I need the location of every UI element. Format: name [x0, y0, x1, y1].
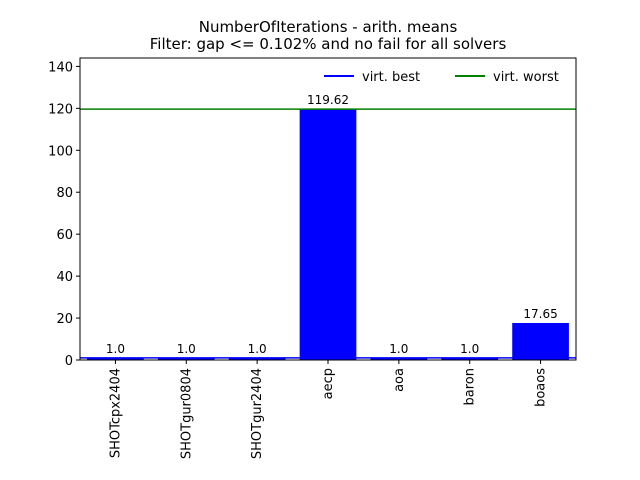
x-tick-label: boaos: [534, 368, 549, 407]
y-tick-label: 80: [56, 186, 73, 201]
data-label: 1.0: [460, 342, 479, 356]
data-label: 1.0: [106, 342, 125, 356]
data-label: 1.0: [389, 342, 408, 356]
y-tick-label: 140: [48, 60, 73, 75]
bar-SHOTcpx2404: [87, 357, 144, 360]
bar-boaos: [512, 322, 569, 360]
y-tick-label: 100: [48, 144, 73, 159]
y-tick-label: 20: [56, 312, 73, 327]
bar-SHOTgur0804: [157, 357, 215, 360]
x-tick-label: baron: [463, 368, 478, 405]
y-tick-label: 40: [56, 270, 73, 285]
legend-label: virt. worst: [493, 70, 559, 85]
x-tick-label: SHOTcpx2404: [108, 368, 123, 458]
y-tick-label: 120: [48, 102, 73, 117]
data-label: 119.62: [307, 93, 349, 107]
bar-baron: [441, 357, 499, 360]
legend-label: virt. best: [362, 70, 420, 85]
x-tick-label: SHOTgur2404: [250, 368, 265, 459]
x-tick-label: aecp: [321, 368, 336, 399]
chart-title: NumberOfIterations - arith. means: [199, 18, 458, 36]
bar-aoa: [370, 357, 428, 360]
y-tick-label: 0: [65, 354, 73, 369]
data-label: 17.65: [523, 307, 557, 321]
bar-aecp: [299, 109, 357, 360]
data-label: 1.0: [177, 342, 196, 356]
bar-SHOTgur2404: [228, 357, 286, 360]
x-tick-label: aoa: [392, 368, 407, 392]
x-tick-label: SHOTgur0804: [179, 368, 194, 459]
chart-subtitle: Filter: gap <= 0.102% and no fail for al…: [150, 35, 507, 53]
data-label: 1.0: [248, 342, 267, 356]
legend: virt. best virt. worst: [324, 70, 559, 85]
y-tick-label: 60: [56, 228, 73, 243]
plot-area: 1.0 1.0 1.0 119.62 1.0 1.0 17.65 0 20 40 60 80 100 12…: [48, 57, 577, 459]
